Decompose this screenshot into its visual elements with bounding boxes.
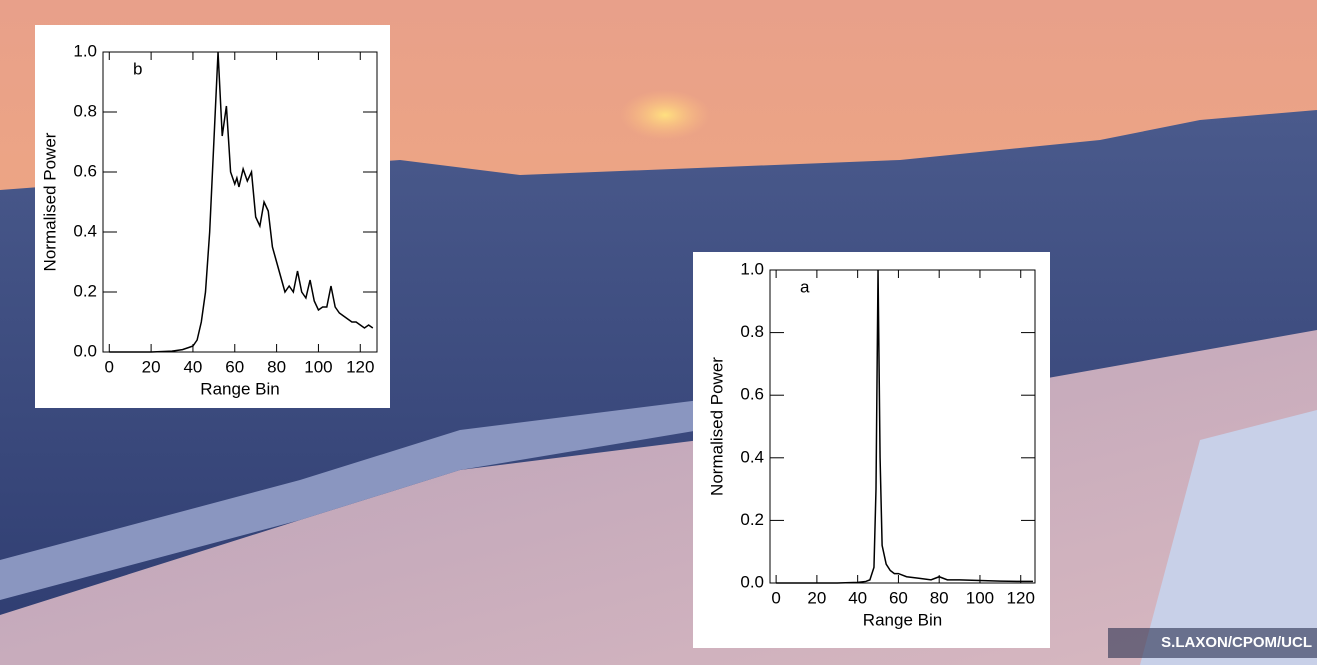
y-tick-label: 0.8 (73, 101, 97, 120)
y-tick-label: 0.8 (740, 322, 764, 341)
y-tick-label: 0.2 (73, 281, 97, 300)
plot-frame (102, 51, 378, 353)
x-tick-label: 120 (346, 357, 374, 376)
x-tick-label: 20 (142, 357, 161, 376)
x-tick-label: 60 (889, 588, 908, 607)
x-tick-label: 120 (1007, 588, 1035, 607)
y-tick-label: 0.4 (73, 221, 97, 240)
plot-frame (769, 269, 1036, 584)
panel-label: b (133, 59, 142, 78)
y-tick-label: 0.0 (73, 341, 97, 360)
x-tick-label: 40 (183, 357, 202, 376)
x-axis-label: Range Bin (200, 379, 279, 398)
x-axis-label: Range Bin (863, 610, 942, 629)
y-tick-label: 0.0 (740, 572, 764, 591)
x-tick-label: 80 (930, 588, 949, 607)
y-tick-label: 0.2 (740, 510, 764, 529)
x-tick-label: 0 (771, 588, 780, 607)
y-tick-label: 0.4 (740, 447, 764, 466)
y-tick-label: 1.0 (740, 259, 764, 278)
x-tick-label: 80 (267, 357, 286, 376)
x-tick-label: 40 (848, 588, 867, 607)
chart-panel (35, 25, 390, 408)
y-axis-label: Normalised Power (40, 132, 59, 271)
sun (620, 90, 710, 140)
chart-panel (693, 252, 1050, 648)
x-tick-label: 20 (807, 588, 826, 607)
snow-block (1140, 410, 1317, 665)
x-tick-label: 100 (304, 357, 332, 376)
credit: S.LAXON/CPOM/UCL (1161, 634, 1312, 651)
x-tick-label: 0 (105, 357, 114, 376)
x-tick-label: 60 (225, 357, 244, 376)
y-tick-label: 0.6 (740, 385, 764, 404)
x-tick-label: 100 (966, 588, 994, 607)
ice-edge (0, 400, 700, 600)
y-tick-label: 1.0 (73, 41, 97, 60)
line (776, 269, 1033, 584)
y-tick-label: 0.6 (73, 161, 97, 180)
panel-label: a (800, 277, 810, 296)
y-axis-label: Normalised Power (707, 357, 726, 496)
credit-band (1108, 628, 1317, 658)
line (109, 51, 374, 353)
